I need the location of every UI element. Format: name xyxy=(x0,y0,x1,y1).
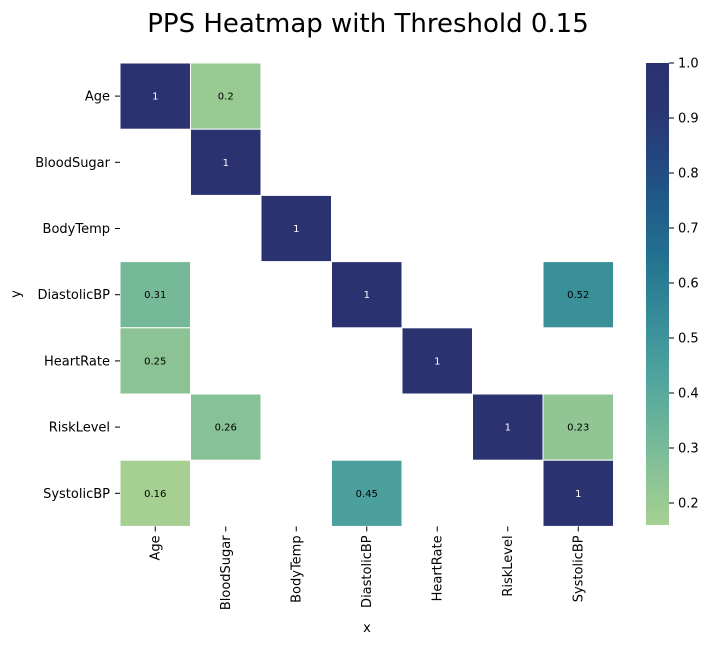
colorbar-tick-label: 0.3 xyxy=(678,442,699,457)
heatmap-cell-RiskLevel-BloodSugar xyxy=(190,393,262,461)
heatmap-cell-DiastolicBP-DiastolicBP xyxy=(331,261,403,329)
x-tick-label: Age xyxy=(149,535,164,560)
x-tick-label: BodyTemp xyxy=(290,535,305,602)
cell-value-label: 1 xyxy=(364,290,370,301)
colorbar-tick-label: 0.5 xyxy=(678,332,699,347)
y-tick-label: SystolicBP xyxy=(43,487,110,502)
heatmap-cell-Age-BloodSugar xyxy=(190,62,262,130)
heatmap-cell-SystolicBP-SystolicBP xyxy=(542,459,614,527)
x-tick-label: SystolicBP xyxy=(572,535,587,602)
heatmap-cell-BloodSugar-BloodSugar xyxy=(190,128,262,196)
heatmap-cell-DiastolicBP-SystolicBP xyxy=(542,261,614,329)
x-tick-label: RiskLevel xyxy=(501,535,516,596)
x-axis-ticks: Age BloodSugar BodyTemp DiastolicBP HeartRat… xyxy=(149,526,587,610)
heatmap-cell-labels: 1 0.2 1 1 0.31 1 0.52 0.25 1 0.26 1 0.23 0.16 0.45 1 xyxy=(144,92,589,500)
x-axis-label: x xyxy=(363,621,371,636)
x-tick-label: HeartRate xyxy=(431,535,446,601)
y-tick-label: DiastolicBP xyxy=(37,288,110,303)
heatmap-cell-SystolicBP-DiastolicBP xyxy=(331,459,403,527)
colorbar-tick-label: 0.6 xyxy=(678,277,699,292)
cell-value-label: 1 xyxy=(293,224,299,235)
y-tick-label: RiskLevel xyxy=(49,421,110,436)
y-tick-label: BloodSugar xyxy=(35,156,110,171)
cell-value-label: 1 xyxy=(152,92,158,103)
cell-value-label: 0.26 xyxy=(215,423,237,434)
colorbar-tick-label: 0.2 xyxy=(678,497,699,512)
y-axis-ticks: Age BloodSugar BodyTemp DiastolicBP HeartRat… xyxy=(35,90,120,502)
cell-value-label: 0.31 xyxy=(144,290,166,301)
cell-value-label: 0.52 xyxy=(567,290,589,301)
colorbar-ticks: 0.2 0.3 0.4 0.5 0.6 0.7 0.8 0.9 1.0 xyxy=(669,57,699,512)
colorbar-tick-label: 1.0 xyxy=(678,57,699,72)
cell-value-label: 1 xyxy=(434,356,440,367)
colorbar-tick-label: 0.9 xyxy=(678,112,699,127)
heatmap-cell-RiskLevel-SystolicBP xyxy=(542,393,614,461)
x-tick-label: DiastolicBP xyxy=(360,535,375,608)
cell-value-label: 1 xyxy=(223,158,229,169)
x-tick-label: BloodSugar xyxy=(219,535,234,610)
y-axis-label: y xyxy=(9,290,24,298)
cell-value-label: 1 xyxy=(575,489,581,500)
y-tick-label: BodyTemp xyxy=(43,222,110,237)
y-tick-label: HeartRate xyxy=(44,354,110,369)
colorbar-tick-label: 0.7 xyxy=(678,222,699,237)
heatmap-cell-HeartRate-HeartRate xyxy=(401,327,473,395)
colorbar-tick-label: 0.8 xyxy=(678,167,699,182)
colorbar: 0.2 0.3 0.4 0.5 0.6 0.7 0.8 0.9 1.0 xyxy=(646,57,699,525)
cell-value-label: 0.23 xyxy=(567,423,589,434)
cell-value-label: 0.16 xyxy=(144,489,166,500)
colorbar-gradient xyxy=(646,63,669,525)
colorbar-tick-label: 0.4 xyxy=(678,387,699,402)
cell-value-label: 1 xyxy=(505,423,511,434)
cell-value-label: 0.2 xyxy=(218,92,234,103)
cell-value-label: 0.45 xyxy=(356,489,378,500)
heatmap-cells xyxy=(119,62,614,527)
heatmap-cell-BodyTemp-BodyTemp xyxy=(260,194,332,263)
cell-value-label: 0.25 xyxy=(144,356,166,367)
heatmap-cell-Age-Age xyxy=(119,62,191,130)
chart-title: PPS Heatmap with Threshold 0.15 xyxy=(147,9,589,39)
y-tick-label: Age xyxy=(85,90,110,105)
